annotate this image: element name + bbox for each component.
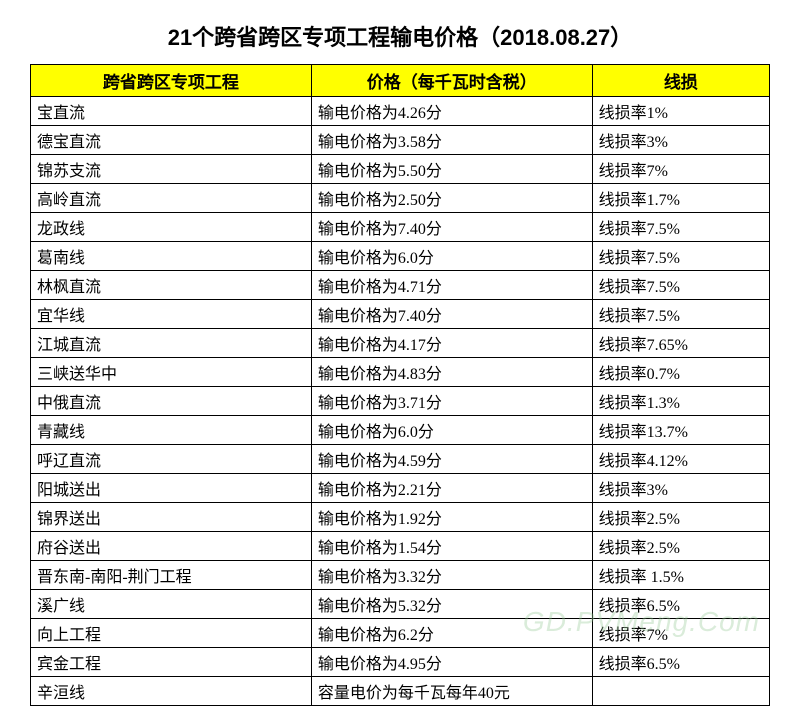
cell-loss: 线损率7.5% [592, 300, 769, 329]
cell-price: 输电价格为2.21分 [311, 474, 592, 503]
cell-project: 龙政线 [31, 213, 312, 242]
cell-project: 锦苏支流 [31, 155, 312, 184]
table-row: 青藏线输电价格为6.0分线损率13.7% [31, 416, 770, 445]
cell-project: 宝直流 [31, 97, 312, 126]
header-loss: 线损 [592, 65, 769, 97]
table-row: 中俄直流输电价格为3.71分线损率1.3% [31, 387, 770, 416]
cell-price: 输电价格为3.58分 [311, 126, 592, 155]
cell-price: 输电价格为4.71分 [311, 271, 592, 300]
cell-price: 输电价格为4.26分 [311, 97, 592, 126]
cell-loss: 线损率0.7% [592, 358, 769, 387]
table-header-row: 跨省跨区专项工程 价格（每千瓦时含税） 线损 [31, 65, 770, 97]
table-row: 锦苏支流输电价格为5.50分线损率7% [31, 155, 770, 184]
price-table: 跨省跨区专项工程 价格（每千瓦时含税） 线损 宝直流输电价格为4.26分线损率1… [30, 64, 770, 706]
cell-project: 向上工程 [31, 619, 312, 648]
cell-loss: 线损率 1.5% [592, 561, 769, 590]
cell-project: 宜华线 [31, 300, 312, 329]
page-title: 21个跨省跨区专项工程输电价格（2018.08.27） [30, 20, 770, 52]
cell-project: 高岭直流 [31, 184, 312, 213]
cell-project: 府谷送出 [31, 532, 312, 561]
cell-loss: 线损率6.5% [592, 590, 769, 619]
cell-price: 输电价格为2.50分 [311, 184, 592, 213]
table-row: 辛洹线容量电价为每千瓦每年40元 [31, 677, 770, 706]
cell-project: 江城直流 [31, 329, 312, 358]
cell-price: 输电价格为4.17分 [311, 329, 592, 358]
table-row: 葛南线输电价格为6.0分线损率7.5% [31, 242, 770, 271]
table-row: 高岭直流输电价格为2.50分线损率1.7% [31, 184, 770, 213]
table-row: 宝直流输电价格为4.26分线损率1% [31, 97, 770, 126]
table-row: 溪广线输电价格为5.32分线损率6.5% [31, 590, 770, 619]
cell-price: 输电价格为4.59分 [311, 445, 592, 474]
table-row: 江城直流输电价格为4.17分线损率7.65% [31, 329, 770, 358]
table-row: 阳城送出输电价格为2.21分线损率3% [31, 474, 770, 503]
cell-loss: 线损率2.5% [592, 532, 769, 561]
cell-project: 辛洹线 [31, 677, 312, 706]
cell-price: 输电价格为4.83分 [311, 358, 592, 387]
table-row: 龙政线输电价格为7.40分线损率7.5% [31, 213, 770, 242]
cell-loss: 线损率7.5% [592, 213, 769, 242]
cell-project: 林枫直流 [31, 271, 312, 300]
cell-loss: 线损率1.3% [592, 387, 769, 416]
table-row: 锦界送出输电价格为1.92分线损率2.5% [31, 503, 770, 532]
table-row: 晋东南-南阳-荆门工程输电价格为3.32分线损率 1.5% [31, 561, 770, 590]
cell-price: 输电价格为6.2分 [311, 619, 592, 648]
cell-price: 输电价格为7.40分 [311, 213, 592, 242]
cell-loss: 线损率3% [592, 126, 769, 155]
cell-project: 青藏线 [31, 416, 312, 445]
cell-price: 输电价格为7.40分 [311, 300, 592, 329]
cell-project: 德宝直流 [31, 126, 312, 155]
cell-project: 溪广线 [31, 590, 312, 619]
cell-loss: 线损率2.5% [592, 503, 769, 532]
cell-loss: 线损率4.12% [592, 445, 769, 474]
cell-price: 输电价格为5.50分 [311, 155, 592, 184]
table-row: 林枫直流输电价格为4.71分线损率7.5% [31, 271, 770, 300]
cell-project: 葛南线 [31, 242, 312, 271]
cell-loss: 线损率7% [592, 155, 769, 184]
cell-loss: 线损率7% [592, 619, 769, 648]
cell-project: 锦界送出 [31, 503, 312, 532]
cell-project: 阳城送出 [31, 474, 312, 503]
cell-project: 晋东南-南阳-荆门工程 [31, 561, 312, 590]
cell-loss [592, 677, 769, 706]
header-price: 价格（每千瓦时含税） [311, 65, 592, 97]
cell-loss: 线损率13.7% [592, 416, 769, 445]
table-row: 府谷送出输电价格为1.54分线损率2.5% [31, 532, 770, 561]
table-row: 宜华线输电价格为7.40分线损率7.5% [31, 300, 770, 329]
cell-price: 输电价格为1.92分 [311, 503, 592, 532]
cell-loss: 线损率7.5% [592, 242, 769, 271]
table-row: 呼辽直流输电价格为4.59分线损率4.12% [31, 445, 770, 474]
cell-project: 呼辽直流 [31, 445, 312, 474]
cell-loss: 线损率7.65% [592, 329, 769, 358]
cell-loss: 线损率3% [592, 474, 769, 503]
cell-price: 输电价格为3.32分 [311, 561, 592, 590]
cell-loss: 线损率7.5% [592, 271, 769, 300]
cell-loss: 线损率1% [592, 97, 769, 126]
cell-project: 中俄直流 [31, 387, 312, 416]
cell-price: 输电价格为4.95分 [311, 648, 592, 677]
cell-price: 输电价格为6.0分 [311, 242, 592, 271]
cell-price: 容量电价为每千瓦每年40元 [311, 677, 592, 706]
table-row: 三峡送华中输电价格为4.83分线损率0.7% [31, 358, 770, 387]
table-row: 德宝直流输电价格为3.58分线损率3% [31, 126, 770, 155]
cell-price: 输电价格为5.32分 [311, 590, 592, 619]
cell-loss: 线损率1.7% [592, 184, 769, 213]
cell-price: 输电价格为6.0分 [311, 416, 592, 445]
cell-price: 输电价格为3.71分 [311, 387, 592, 416]
cell-loss: 线损率6.5% [592, 648, 769, 677]
header-project: 跨省跨区专项工程 [31, 65, 312, 97]
table-row: 宾金工程输电价格为4.95分线损率6.5% [31, 648, 770, 677]
cell-project: 三峡送华中 [31, 358, 312, 387]
table-row: 向上工程输电价格为6.2分线损率7% [31, 619, 770, 648]
cell-project: 宾金工程 [31, 648, 312, 677]
cell-price: 输电价格为1.54分 [311, 532, 592, 561]
